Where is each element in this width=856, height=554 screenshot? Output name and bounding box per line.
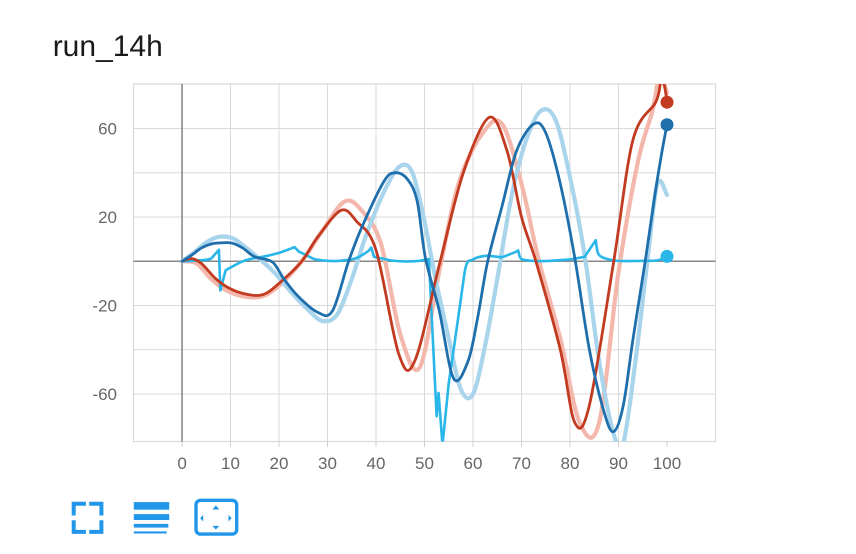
svg-text:70: 70	[512, 454, 531, 473]
svg-text:0: 0	[177, 454, 186, 473]
svg-text:10: 10	[221, 454, 240, 473]
svg-text:100: 100	[653, 454, 681, 473]
svg-text:-60: -60	[92, 385, 117, 404]
svg-text:30: 30	[318, 454, 337, 473]
svg-text:-20: -20	[92, 297, 117, 316]
svg-text:50: 50	[415, 454, 434, 473]
svg-text:80: 80	[561, 454, 580, 473]
svg-text:90: 90	[609, 454, 628, 473]
svg-text:20: 20	[98, 208, 117, 227]
svg-text:40: 40	[367, 454, 386, 473]
svg-text:20: 20	[270, 454, 289, 473]
svg-text:60: 60	[464, 454, 483, 473]
svg-text:60: 60	[98, 120, 117, 139]
